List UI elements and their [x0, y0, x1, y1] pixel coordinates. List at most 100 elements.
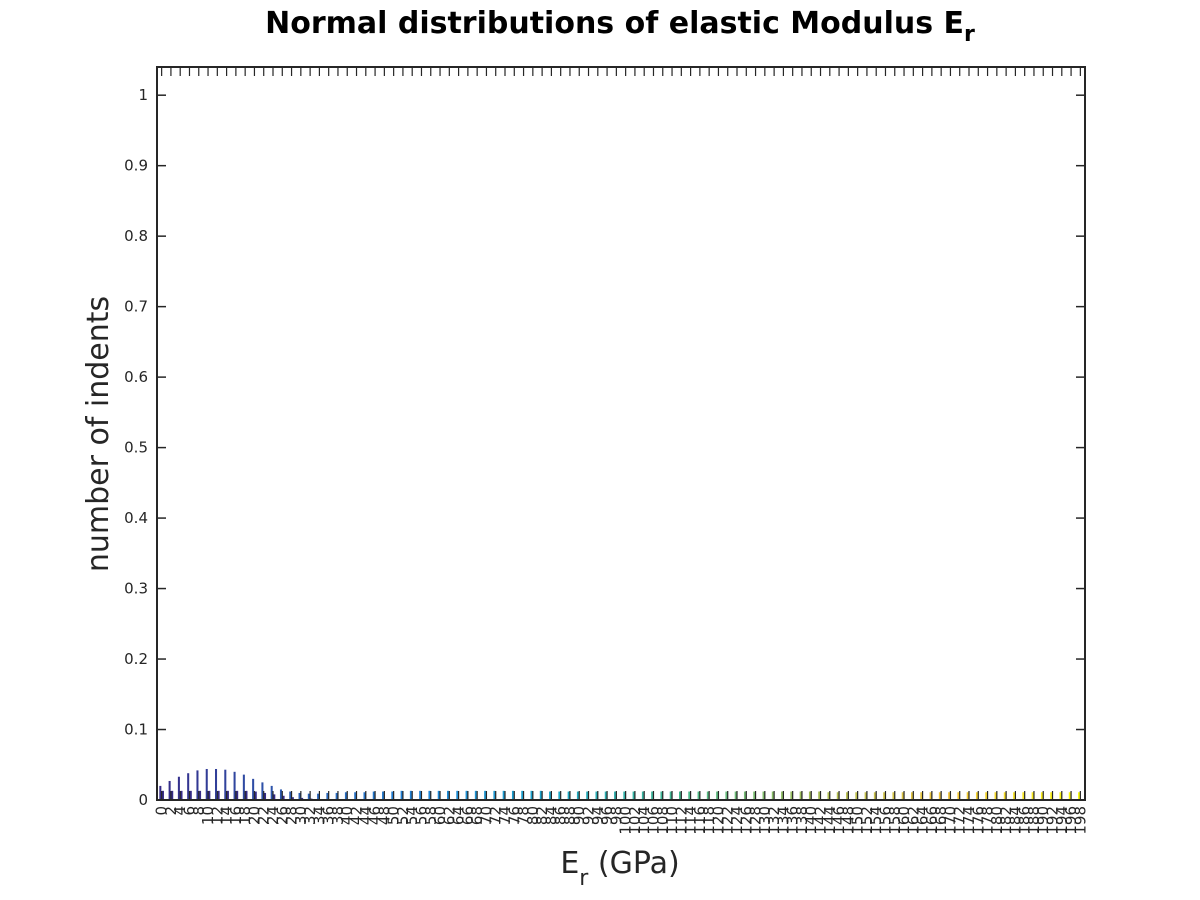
x-tick-label: 54: [403, 806, 421, 825]
x-tick-label: 158: [886, 806, 904, 835]
x-tick-label: 2: [162, 806, 180, 816]
x-tick-label: 30: [292, 806, 310, 825]
bar: [929, 792, 932, 800]
bar: [187, 773, 190, 800]
x-tick-label: 196: [1062, 806, 1080, 835]
y-tick-label: 0: [138, 791, 148, 809]
x-tick-label: 110: [663, 806, 681, 835]
bar: [985, 792, 988, 800]
bar: [307, 793, 310, 800]
bar: [301, 797, 304, 800]
bar: [298, 792, 301, 800]
bar: [576, 791, 579, 800]
bar: [521, 790, 524, 800]
x-tick-labels: 0246810121416182022242628303234363840424…: [153, 806, 1090, 835]
x-tick-label: 86: [552, 806, 570, 825]
bar: [883, 792, 886, 800]
bar: [447, 790, 450, 800]
x-tick-label: 22: [255, 806, 273, 825]
chart-title-main: Normal distributions of elastic Modulus …: [265, 6, 965, 41]
x-tick-label: 76: [505, 806, 523, 825]
x-tick-label: 64: [450, 806, 468, 825]
x-tick-label: 26: [273, 806, 291, 825]
bar: [734, 791, 737, 800]
bar: [1013, 792, 1016, 800]
bar: [159, 785, 162, 800]
bar: [743, 791, 747, 800]
y-axis-label: number of indents: [81, 296, 116, 572]
bar: [511, 790, 515, 800]
x-tick-label: 66: [459, 806, 477, 825]
bar: [1040, 792, 1043, 800]
bar: [901, 792, 904, 800]
x-tick-label: 28: [283, 806, 301, 825]
bar: [199, 790, 202, 800]
x-tick-label: 4: [171, 806, 189, 816]
bar: [363, 792, 366, 800]
bar-layer: [159, 768, 1083, 800]
x-tick-label: 44: [357, 806, 375, 825]
x-tick-label: 38: [329, 806, 347, 825]
bar: [790, 791, 793, 800]
bar: [254, 791, 257, 800]
x-axis-label-unit: (GPa): [588, 846, 679, 881]
x-tick-label: 50: [385, 806, 403, 825]
bar: [456, 790, 459, 800]
bar: [660, 791, 663, 800]
bar: [938, 792, 941, 800]
bar: [282, 795, 285, 800]
x-tick-label: 94: [589, 806, 607, 825]
x-tick-label: 150: [849, 806, 867, 835]
x-tick-label: 180: [988, 806, 1006, 835]
bar: [539, 790, 542, 800]
bar: [335, 792, 338, 800]
bar: [771, 791, 774, 800]
x-tick-label: 118: [700, 806, 718, 835]
bar: [189, 790, 192, 800]
x-tick-label: 198: [1071, 806, 1089, 835]
x-tick-label: 190: [1034, 806, 1052, 835]
bar: [558, 791, 561, 800]
x-tick-label: 88: [561, 806, 579, 825]
bar: [975, 792, 979, 800]
bar: [836, 792, 839, 800]
x-tick-label: 68: [468, 806, 486, 825]
bar: [474, 790, 477, 800]
x-tick-label: 48: [375, 806, 393, 825]
bar: [344, 792, 347, 800]
bar: [233, 771, 236, 800]
bar: [1050, 792, 1053, 800]
bar: [679, 791, 682, 800]
x-tick-label: 178: [979, 806, 997, 835]
bar: [419, 790, 422, 800]
x-tick-label: 6: [180, 806, 198, 816]
y-tick-label: 0.7: [124, 298, 148, 316]
x-axis-label-subscript: r: [579, 866, 589, 891]
x-tick-label: 166: [923, 806, 941, 835]
x-tick-label: 36: [320, 806, 338, 825]
bar: [623, 791, 626, 800]
x-tick-label: 32: [301, 806, 319, 825]
bar: [892, 792, 895, 800]
bar: [725, 791, 728, 800]
x-tick-label: 62: [440, 806, 458, 825]
bar: [614, 791, 617, 800]
bar: [196, 770, 199, 800]
x-tick-label: 162: [904, 806, 922, 835]
bar: [846, 792, 849, 800]
x-tick-label: 170: [941, 806, 959, 835]
bar: [781, 791, 784, 800]
bar: [245, 790, 248, 800]
chart-title: Normal distributions of elastic Modulus …: [0, 6, 1200, 47]
x-tick-label: 152: [858, 806, 876, 835]
y-tick-label: 0.5: [124, 439, 148, 457]
x-tick-label: 72: [487, 806, 505, 825]
bar: [706, 791, 709, 800]
y-tick-label: 0.9: [124, 157, 148, 175]
bar: [205, 768, 208, 800]
x-axis-label: Er (GPa): [560, 846, 679, 891]
x-tick-label: 154: [867, 806, 885, 835]
x-tick-label: 186: [1016, 806, 1034, 835]
x-tick-label: 84: [542, 806, 560, 825]
